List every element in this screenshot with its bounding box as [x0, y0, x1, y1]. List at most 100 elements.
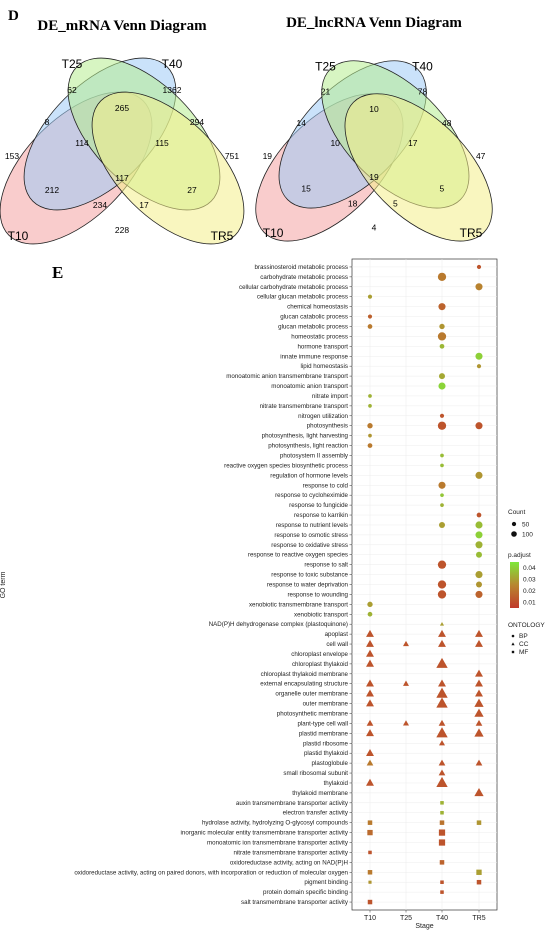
- go-term-label: hormone transport: [297, 343, 348, 350]
- go-term-label: innate immune response: [280, 353, 348, 360]
- venn-region-count: 48: [442, 118, 452, 128]
- padj-tick-label: 0.01: [523, 599, 536, 606]
- go-term-label: electron transfer activity: [283, 810, 349, 817]
- y-axis-label: GO term: [0, 571, 7, 598]
- mrna-venn-title: DE_mRNA Venn Diagram: [37, 18, 207, 34]
- data-point: [403, 680, 409, 686]
- data-point: [439, 521, 445, 528]
- go-term-label: reactive oxygen species biosynthetic pro…: [224, 462, 348, 469]
- venn1-set-label-t10: T10: [8, 229, 29, 243]
- venn-region-count: 265: [115, 103, 129, 113]
- data-point: [475, 679, 483, 687]
- venn-region-count: 212: [45, 185, 59, 195]
- data-point: [475, 669, 483, 677]
- venn-region-count: 62: [67, 85, 77, 95]
- venn-region-count: 17: [139, 200, 149, 210]
- panel-d-letter: D: [8, 8, 19, 24]
- go-term-label: thylakoid: [324, 780, 349, 787]
- x-tick-label: T40: [436, 915, 448, 922]
- data-point: [440, 503, 444, 507]
- data-point: [366, 649, 374, 657]
- venn1-set-label-t25: T25: [62, 57, 83, 71]
- ontology-legend-label: BP: [519, 633, 528, 640]
- go-term-label: glucan catabolic process: [280, 314, 348, 321]
- data-point: [437, 580, 447, 589]
- venn-region-count: 228: [115, 225, 129, 235]
- data-point: [475, 590, 483, 598]
- go-term-label: regulation of hormone levels: [270, 472, 348, 479]
- venn1-set-label-tr5: TR5: [211, 229, 234, 243]
- data-point: [440, 801, 444, 805]
- venn-region-count: 751: [225, 151, 239, 161]
- data-point: [366, 778, 374, 786]
- panel-e-letter: E: [52, 263, 63, 282]
- data-point: [366, 639, 374, 647]
- dotplot-legend: Count 50 100 p.adjust 0.04 0.03 0.02 0.01 ONTOLO…: [508, 509, 545, 656]
- go-term-label: nitrogen utilization: [298, 413, 348, 420]
- data-point: [439, 343, 445, 349]
- data-point: [367, 294, 373, 299]
- venn-region-count: 18: [348, 198, 358, 208]
- data-point: [440, 453, 444, 458]
- go-term-label: response to cold: [303, 482, 349, 489]
- data-point: [439, 622, 445, 626]
- go-term-label: photosynthetic membrane: [277, 711, 349, 718]
- go-term-label: outer membrane: [303, 701, 349, 708]
- go-term-label: response to wounding: [287, 591, 348, 598]
- go-term-label: plastid membrane: [299, 730, 349, 737]
- data-point: [438, 629, 446, 637]
- venn-region-count: 5: [393, 198, 398, 208]
- data-point: [476, 581, 482, 588]
- data-point: [366, 729, 374, 737]
- venn-region-count: 234: [93, 200, 107, 210]
- data-point: [367, 314, 373, 319]
- venn2-ellipse-tr5: [344, 93, 493, 242]
- venn-region-count: 19: [263, 151, 273, 161]
- data-point: [474, 698, 484, 707]
- go-term-label: lipid homeostasis: [301, 363, 348, 370]
- venn-region-count: 10: [330, 138, 340, 148]
- data-point: [366, 748, 374, 757]
- data-point: [366, 689, 374, 697]
- data-point: [438, 769, 446, 776]
- data-point: [476, 264, 482, 270]
- count-legend-label: 50: [522, 522, 530, 529]
- data-point: [438, 719, 446, 726]
- go-term-label: cellular carbohydrate metabolic process: [239, 284, 348, 291]
- venn2-set-label-t25: T25: [315, 59, 336, 73]
- go-term-label: plastoglobule: [312, 760, 349, 767]
- data-point: [438, 303, 446, 311]
- data-point: [475, 541, 483, 549]
- go-dotplot: brassinosteroid metabolic process carbohy…: [0, 258, 498, 930]
- data-point: [439, 413, 445, 418]
- data-point: [440, 890, 444, 894]
- go-term-label: carbohydrate metabolic process: [260, 274, 348, 281]
- data-point: [476, 820, 482, 825]
- data-point: [440, 810, 444, 815]
- venn-region-count: 15: [301, 184, 311, 194]
- data-point: [475, 759, 483, 766]
- go-term-label: hydrolase activity, hydrolyzing O-glycos…: [202, 820, 348, 827]
- go-term-label: photosynthesis, light harvesting: [262, 433, 349, 440]
- venn1-ellipse-tr5: [91, 91, 245, 245]
- data-point: [439, 820, 445, 825]
- go-term-label: protein domain specific binding: [263, 889, 349, 896]
- go-term-label: cellular glucan metabolic process: [257, 294, 348, 301]
- go-term-label: homeostatic process: [291, 333, 348, 340]
- data-point: [437, 332, 447, 341]
- count-legend-title: Count: [508, 509, 526, 516]
- count-legend-label: 100: [522, 532, 533, 539]
- padj-tick-label: 0.04: [523, 565, 536, 572]
- padj-tick-label: 0.02: [523, 588, 536, 595]
- data-point: [436, 687, 448, 698]
- venn2-set-label-t10: T10: [263, 226, 284, 240]
- go-term-label: glucan metabolic process: [278, 323, 348, 330]
- data-point: [438, 679, 446, 687]
- data-point: [476, 512, 482, 518]
- ontology-legend-title: ONTOLOGY: [508, 622, 545, 629]
- data-point: [368, 850, 372, 855]
- data-point: [367, 423, 373, 429]
- data-point: [366, 759, 374, 766]
- data-point: [440, 880, 444, 884]
- data-point: [366, 679, 374, 687]
